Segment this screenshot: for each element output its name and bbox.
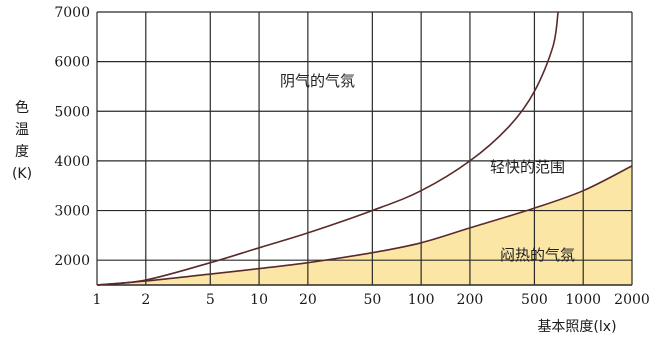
y-tick-label: 2000 bbox=[54, 253, 90, 269]
region-label-gloomy: 阴气的气氛 bbox=[280, 72, 355, 90]
y-axis-label-char-1: 色 bbox=[15, 99, 29, 116]
y-tick-label: 6000 bbox=[54, 55, 90, 71]
x-tick-label: 1 bbox=[93, 292, 102, 308]
y-axis-label-char-3: 度 bbox=[15, 144, 29, 160]
x-tick-label: 1000 bbox=[565, 292, 601, 308]
y-tick-label: 5000 bbox=[54, 104, 90, 120]
y-tick-label: 7000 bbox=[54, 5, 90, 21]
x-tick-label: 200 bbox=[457, 292, 484, 308]
lower-boundary-curve bbox=[96, 165, 633, 286]
y-axis-label-unit: (K) bbox=[12, 166, 32, 182]
x-tick-label: 5 bbox=[206, 292, 215, 308]
x-tick-label: 2000 bbox=[614, 292, 650, 308]
region-label-stuffy: 闷热的气氛 bbox=[500, 246, 575, 264]
x-axis-label: 基本照度(lx) bbox=[537, 318, 616, 335]
y-tick-label: 4000 bbox=[54, 154, 90, 170]
y-axis-label-char-2: 温 bbox=[15, 122, 29, 138]
x-tick-label: 500 bbox=[521, 292, 548, 308]
stuffy-region-fill bbox=[97, 165, 632, 285]
x-tick-label: 20 bbox=[299, 292, 317, 308]
x-tick-label: 50 bbox=[363, 292, 381, 308]
x-tick-label: 2 bbox=[141, 292, 150, 308]
x-tick-label: 100 bbox=[408, 292, 435, 308]
upper-boundary-curve bbox=[96, 11, 559, 286]
region-label-pleasant: 轻快的范围 bbox=[490, 158, 565, 176]
y-tick-label: 3000 bbox=[54, 204, 90, 220]
x-tick-label: 10 bbox=[250, 292, 268, 308]
